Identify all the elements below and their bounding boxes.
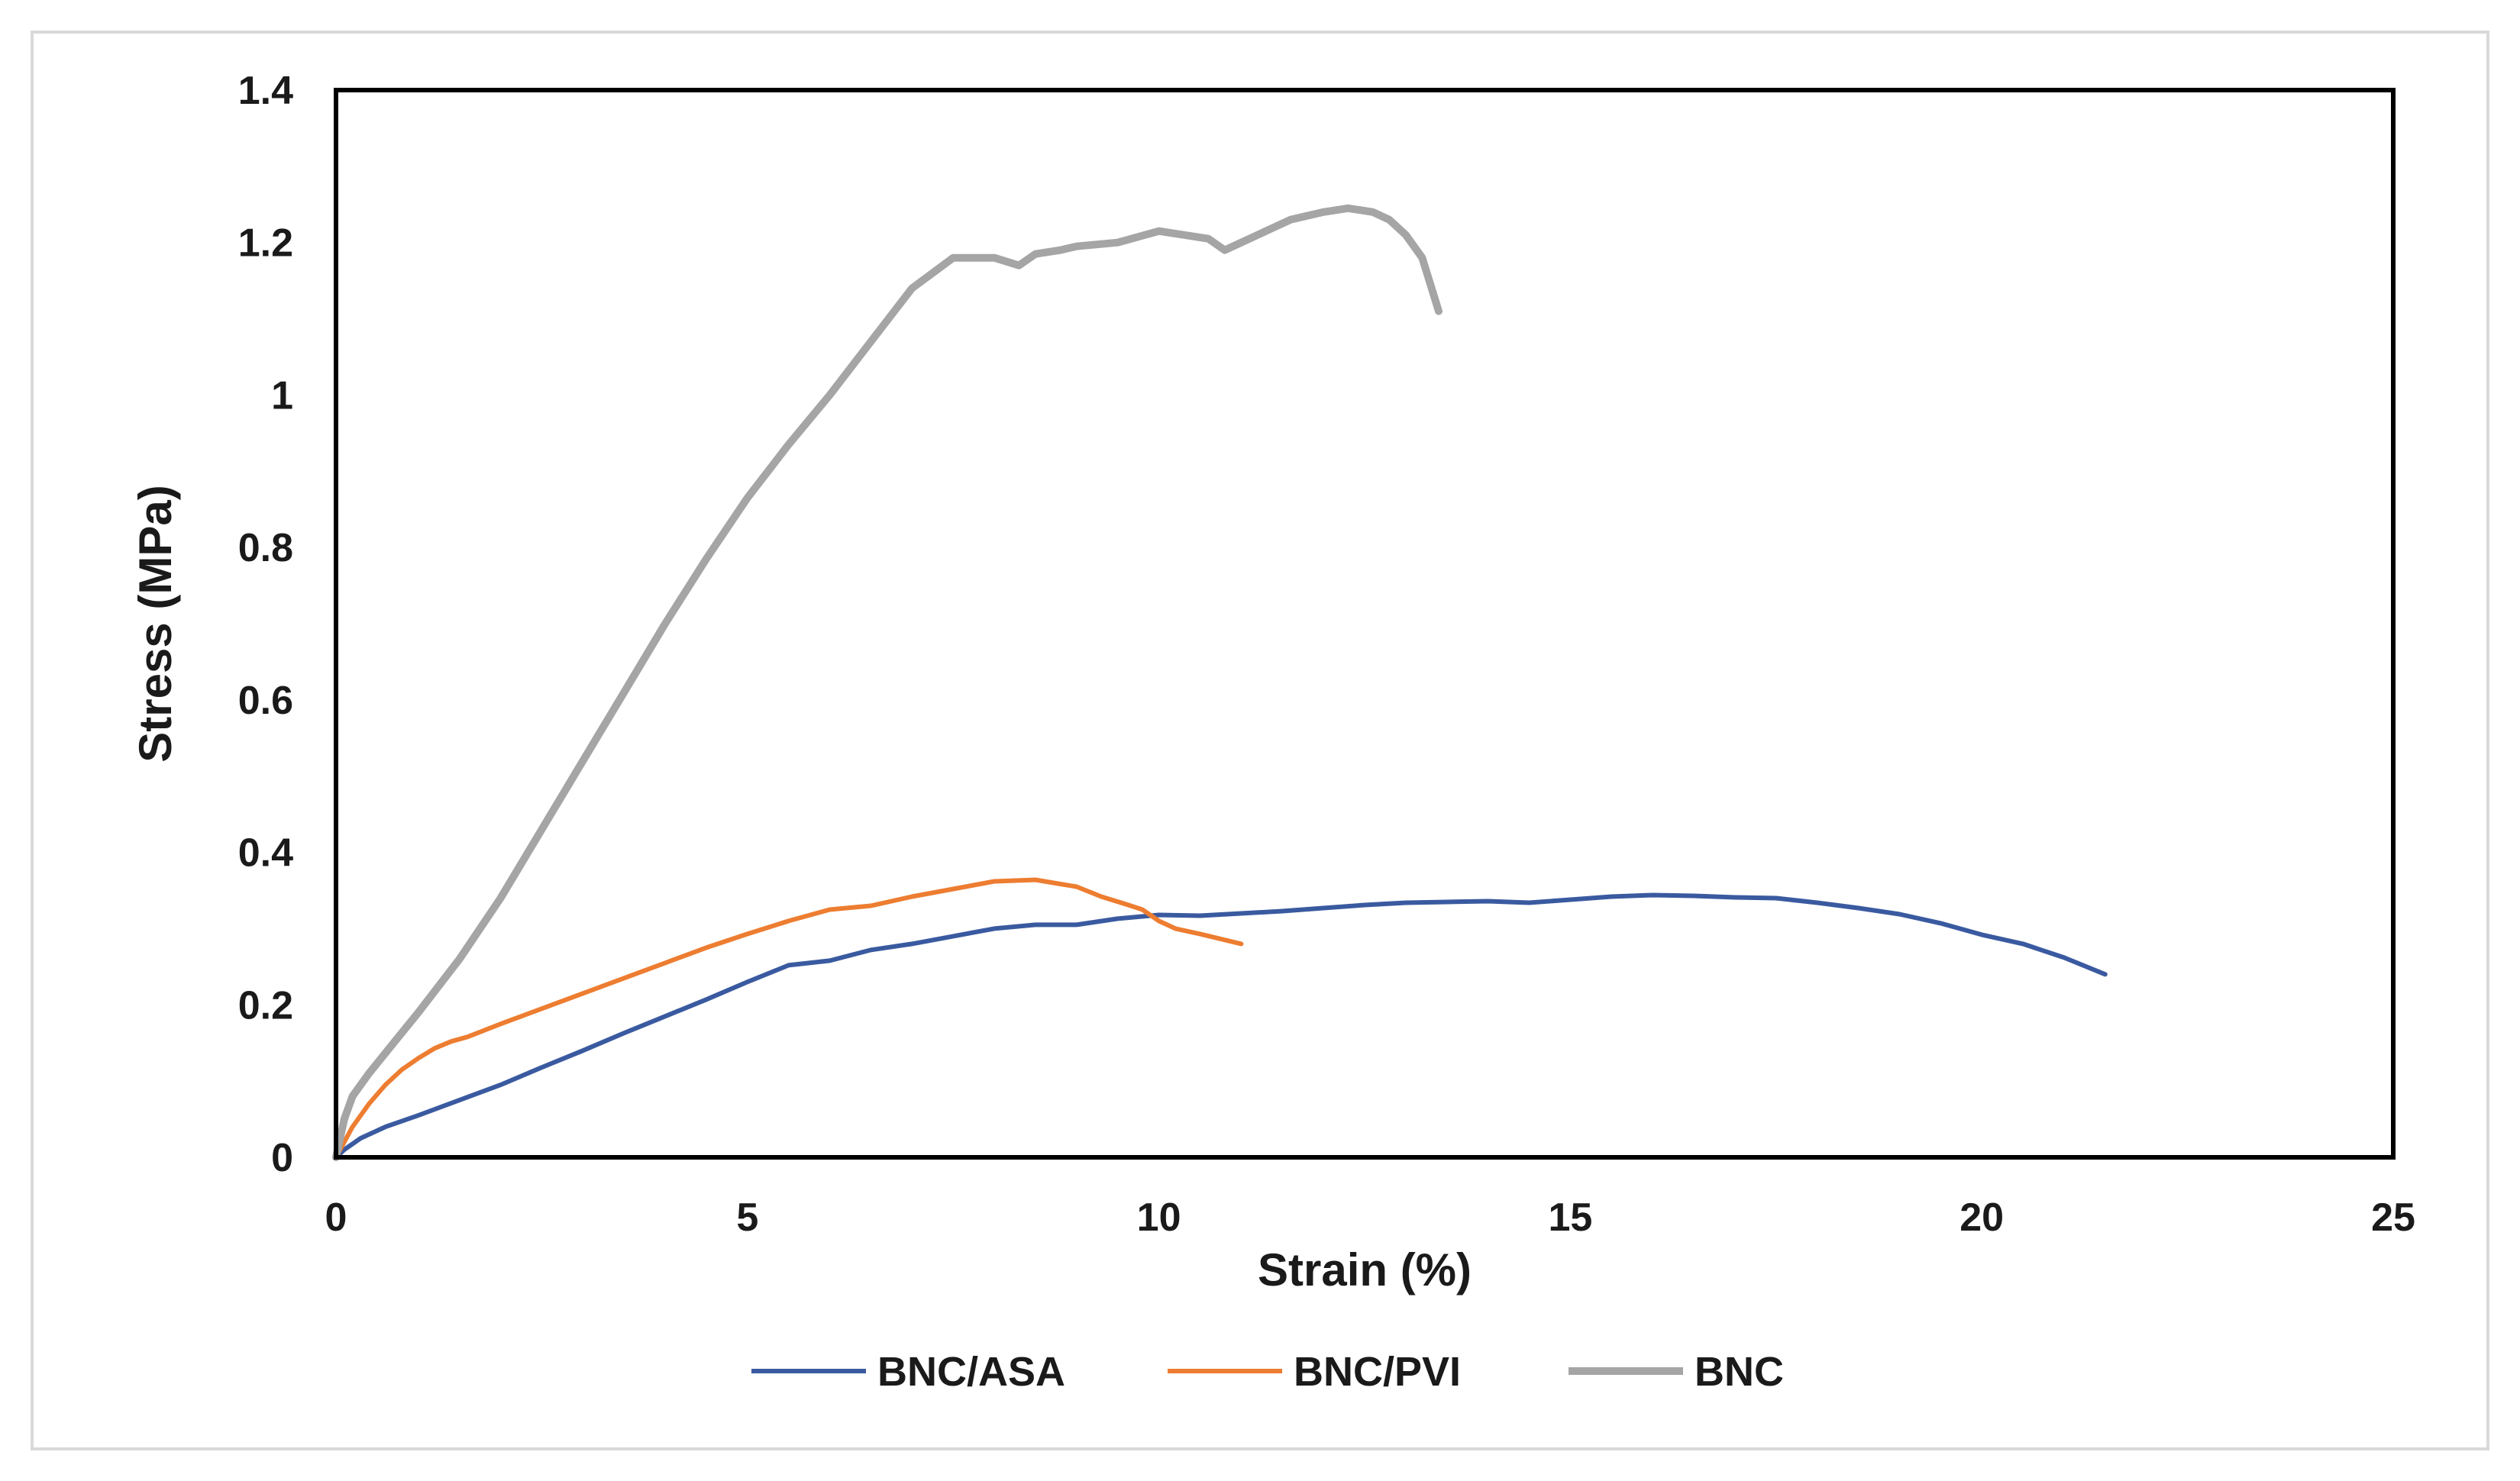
series-layer: [332, 204, 2108, 1161]
y-tick-label: 0.2: [238, 983, 293, 1028]
y-tick-label: 1.2: [238, 221, 293, 266]
y-tick-label: 0.8: [238, 526, 293, 570]
y-axis-ticks: 0 0.2 0.4 0.6 0.8 1 1.2 1.4: [238, 69, 293, 1180]
legend-label: BNC: [1695, 1349, 1784, 1395]
chart-canvas: 0 5 10 15 20 25 0 0.2 0.4 0.6 0.8 1 1.2 1.4 Strain (…: [130, 69, 2415, 1395]
series-line-bnc-asa: [334, 892, 2108, 1160]
series-line-bnc-pvi: [334, 877, 1244, 1160]
legend-label: BNC/PVI: [1294, 1349, 1461, 1395]
y-tick-label: 0.6: [238, 679, 293, 723]
x-tick-label: 20: [1959, 1195, 2004, 1240]
y-axis-title: Stress (MPa): [130, 485, 181, 762]
chart-frame: 0 5 10 15 20 25 0 0.2 0.4 0.6 0.8 1 1.2 1.4 Strain (…: [31, 31, 2489, 1450]
x-axis-title: Strain (%): [1258, 1244, 1472, 1295]
x-tick-label: 0: [325, 1195, 347, 1240]
x-tick-label: 25: [2371, 1195, 2415, 1240]
legend: BNC/ASA BNC/PVI BNC: [751, 1349, 1784, 1395]
legend-label: BNC/ASA: [877, 1349, 1065, 1395]
y-tick-label: 1.4: [238, 69, 293, 113]
y-tick-label: 1: [271, 373, 293, 418]
y-tick-label: 0: [271, 1136, 293, 1180]
x-axis-ticks: 0 5 10 15 20 25: [325, 1195, 2415, 1240]
y-tick-label: 0.4: [238, 831, 293, 876]
x-tick-label: 5: [736, 1195, 758, 1240]
plot-area: [334, 88, 2396, 1160]
x-tick-label: 15: [1548, 1195, 1592, 1240]
series-line-bnc: [332, 204, 1443, 1161]
x-tick-label: 10: [1137, 1195, 1181, 1240]
